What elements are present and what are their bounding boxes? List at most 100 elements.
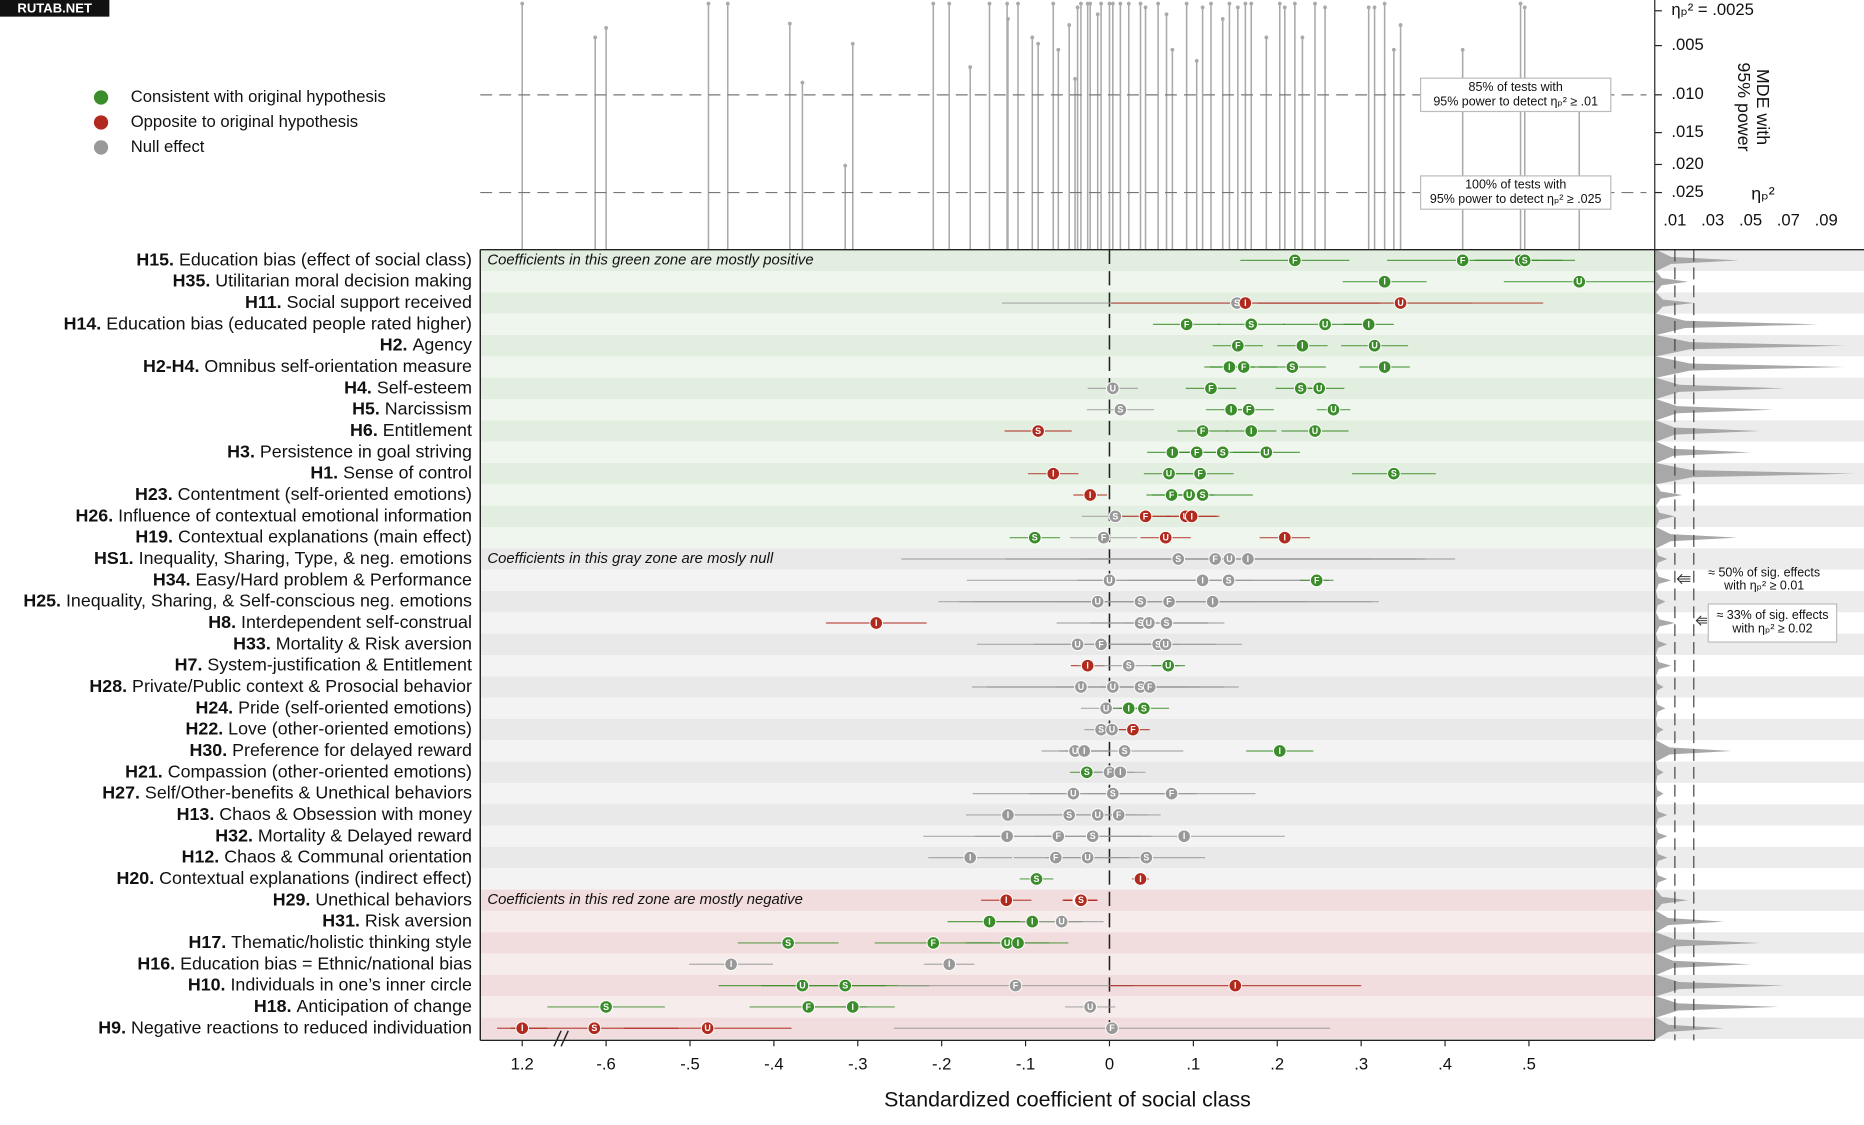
point-letter: F xyxy=(1107,767,1113,777)
point xyxy=(1085,829,1100,844)
density-stripe xyxy=(1654,846,1864,869)
point xyxy=(1080,850,1095,865)
row-id: H30. xyxy=(189,740,227,760)
zone-stripe xyxy=(480,527,1655,549)
point-letter: I xyxy=(1211,597,1213,607)
row-label: H35. Utilitarian moral decision making xyxy=(173,270,472,290)
point-letter: F xyxy=(1109,1023,1115,1033)
row-label: H17. Thematic/holistic thinking style xyxy=(189,932,472,952)
mde-tip xyxy=(1209,1,1213,6)
point xyxy=(1195,573,1210,588)
point-letter: S xyxy=(1078,895,1084,905)
mde-title: MDE with xyxy=(1753,69,1773,145)
point xyxy=(724,957,738,972)
mde-tip xyxy=(1522,5,1527,10)
point xyxy=(1011,936,1025,950)
point xyxy=(1054,914,1069,929)
point xyxy=(1162,466,1176,481)
density-spike xyxy=(1655,718,1664,741)
density-spike xyxy=(1655,292,1694,314)
density-spike xyxy=(1655,697,1666,720)
point-letter: I xyxy=(1007,810,1009,820)
point xyxy=(1164,488,1179,502)
row-label: H2-H4. Omnibus self-orientation measure xyxy=(143,356,472,376)
point-letter: U xyxy=(1312,426,1318,436)
row-label: H32. Mortality & Delayed reward xyxy=(215,825,472,845)
point xyxy=(1189,445,1204,460)
row-id: H2. xyxy=(380,334,408,354)
row-text: Inequality, Sharing, Type, & neg. emotio… xyxy=(139,548,472,568)
point xyxy=(1161,658,1175,673)
zone-stripe xyxy=(480,654,1655,677)
row-label: H28. Private/Public context & Prosocial … xyxy=(89,676,472,696)
mde-tip xyxy=(1184,1,1189,6)
point xyxy=(1133,872,1148,886)
mde-tip xyxy=(800,80,805,85)
row-label: H31. Risk aversion xyxy=(322,910,472,930)
row-id: H20. xyxy=(117,868,155,888)
point xyxy=(1195,488,1210,502)
density-stripe xyxy=(1654,484,1864,506)
annotation-text: ≈ 33% of sig. effects xyxy=(1716,608,1828,622)
row-id: H17. xyxy=(189,932,227,952)
mde-tip xyxy=(706,1,711,6)
point xyxy=(1244,317,1259,332)
point xyxy=(1106,786,1120,801)
zone-stripe xyxy=(480,868,1655,890)
mde-tip xyxy=(725,1,730,6)
zone-label: Coefficients in this gray zone are mosly… xyxy=(487,551,773,567)
row-text: Contextual explanations (main effect) xyxy=(178,526,472,546)
row-text: Negative reactions to reduced individuat… xyxy=(131,1017,472,1037)
point xyxy=(1083,1000,1097,1014)
point-letter: U xyxy=(1110,682,1116,692)
point-letter: S xyxy=(603,1002,609,1012)
row-label: H8. Interdependent self-construal xyxy=(208,612,472,632)
point xyxy=(1121,658,1136,673)
point-letter: I xyxy=(1171,447,1173,457)
mde-tip xyxy=(1323,5,1327,10)
point-letter: I xyxy=(1031,917,1033,927)
zone-stripe xyxy=(480,718,1655,741)
point xyxy=(926,936,941,950)
density-stripe xyxy=(1654,569,1864,591)
density-spike xyxy=(1655,1017,1725,1039)
row-id: H1. xyxy=(310,462,338,482)
x-tick-label: -.1 xyxy=(1016,1055,1035,1074)
x-tick-label: 1.2 xyxy=(511,1055,534,1074)
point-letter: S xyxy=(1032,533,1038,543)
point xyxy=(1164,786,1179,801)
point-letter: I xyxy=(1006,831,1008,841)
row-label: H11. Social support received xyxy=(245,292,472,312)
zone-stripe-light xyxy=(480,313,1655,336)
density-stripe xyxy=(1654,548,1864,570)
point xyxy=(1001,808,1015,822)
point-letter: S xyxy=(1141,703,1147,713)
mde-tip xyxy=(968,65,973,70)
density-spike xyxy=(1655,953,1751,975)
point xyxy=(1142,680,1157,694)
annotation-text: with ηₚ² ≥ 0.02 xyxy=(1731,621,1812,635)
row-text: Pride (self-oriented emotions) xyxy=(238,697,472,717)
point xyxy=(1062,808,1076,822)
point-letter: I xyxy=(1383,362,1385,372)
point-letter: F xyxy=(1235,341,1241,351)
mde-tip xyxy=(1366,5,1371,10)
mde-tip xyxy=(1200,5,1205,10)
row-label: H22. Love (other-oriented emotions) xyxy=(186,718,472,738)
point xyxy=(1106,680,1120,694)
row-id: H15. xyxy=(136,249,174,269)
point xyxy=(1193,466,1207,481)
point-letter: U xyxy=(1263,447,1269,457)
x-tick-label: .5 xyxy=(1522,1055,1536,1074)
point-letter: I xyxy=(1301,341,1303,351)
mde-tip xyxy=(1056,47,1061,52)
point-letter: U xyxy=(1103,703,1109,713)
point xyxy=(1293,381,1308,396)
point-letter: U xyxy=(1162,533,1168,543)
x-tick-label: -.5 xyxy=(680,1055,699,1074)
x-tick-label: .1 xyxy=(1186,1055,1200,1074)
zone-stripe xyxy=(480,484,1655,506)
point xyxy=(963,850,977,865)
point-letter: S xyxy=(1391,469,1397,479)
